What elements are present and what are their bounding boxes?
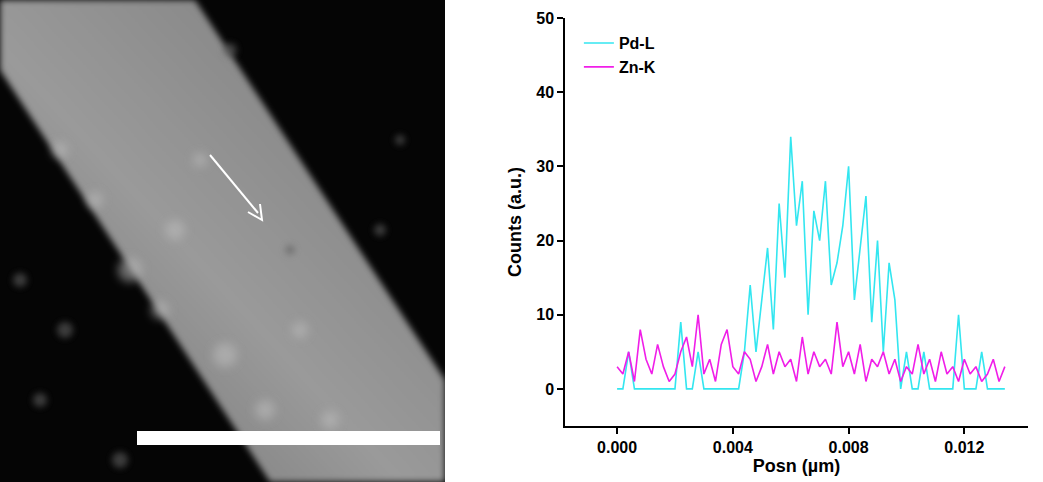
svg-text:30: 30 xyxy=(536,158,554,175)
svg-text:40: 40 xyxy=(536,84,554,101)
svg-text:0.000: 0.000 xyxy=(597,439,637,456)
svg-text:10: 10 xyxy=(536,306,554,323)
svg-text:0.004: 0.004 xyxy=(713,439,753,456)
svg-text:Counts (a.u.): Counts (a.u.) xyxy=(505,167,525,277)
svg-text:0.008: 0.008 xyxy=(829,439,869,456)
svg-text:Zn-K: Zn-K xyxy=(619,59,656,76)
svg-text:0: 0 xyxy=(545,381,554,398)
svg-text:0.012: 0.012 xyxy=(944,439,984,456)
svg-text:50: 50 xyxy=(536,10,554,27)
svg-text:Pd-L: Pd-L xyxy=(619,35,655,52)
svg-text:Posn (µm): Posn (µm) xyxy=(753,456,840,476)
svg-text:20: 20 xyxy=(536,232,554,249)
